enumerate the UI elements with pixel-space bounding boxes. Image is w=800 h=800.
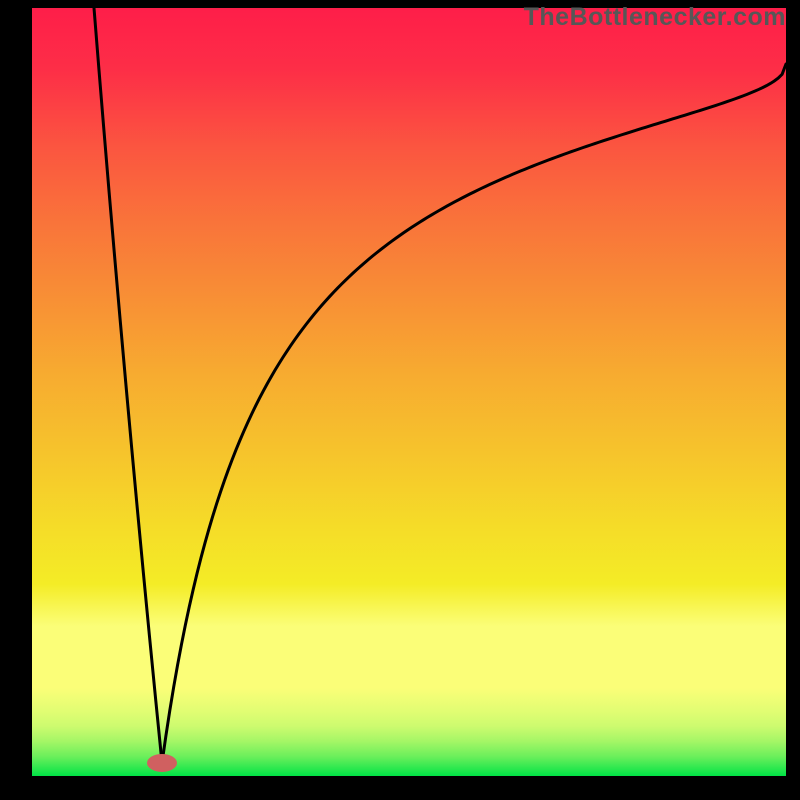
chart-plot-area	[32, 8, 786, 776]
minimum-marker	[147, 754, 177, 772]
gradient-background	[32, 8, 786, 776]
chart-svg	[32, 8, 786, 776]
watermark-text: TheBottlenecker.com	[524, 3, 786, 32]
